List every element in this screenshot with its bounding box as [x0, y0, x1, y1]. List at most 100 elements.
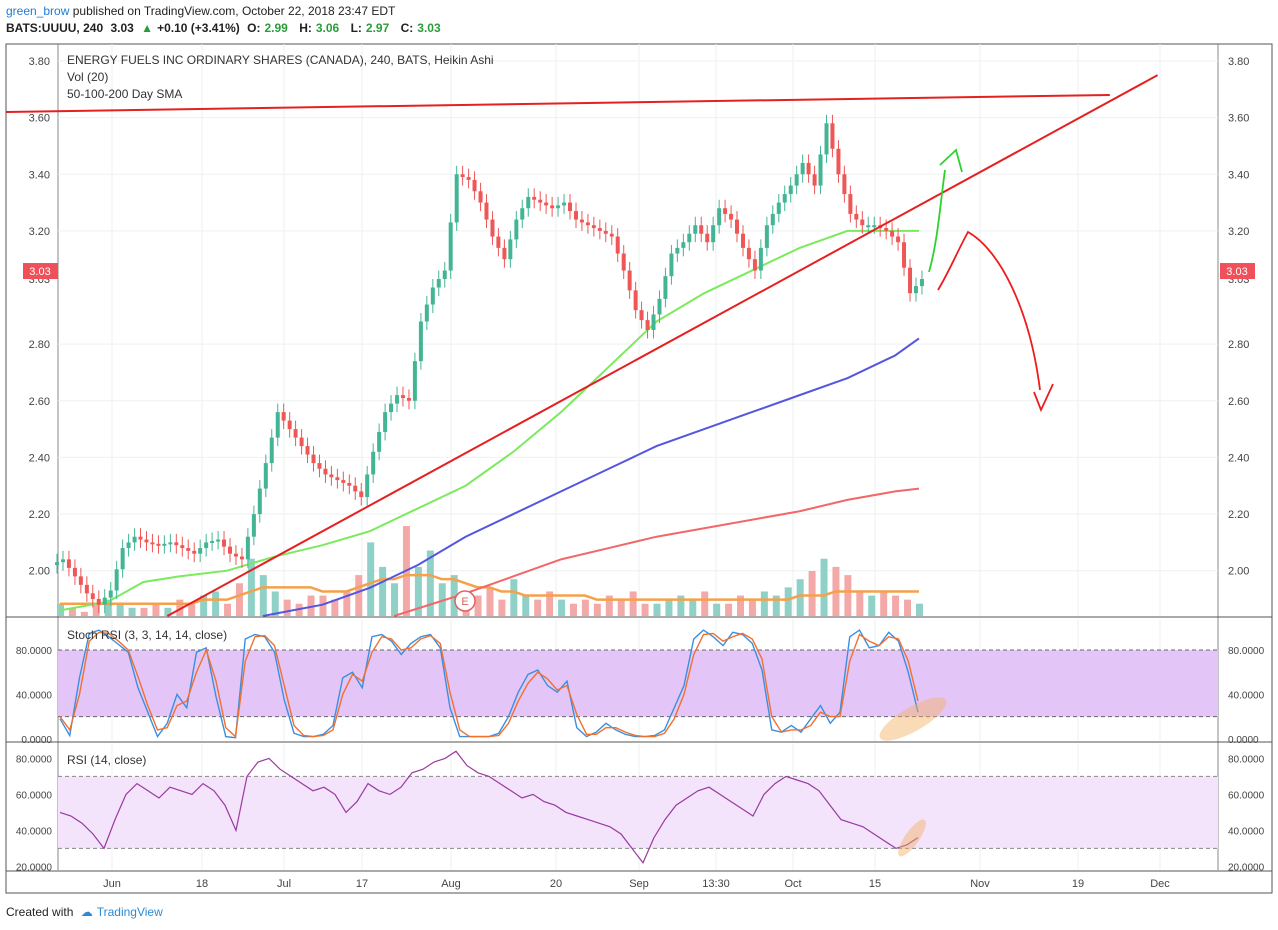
volume-bar — [546, 591, 554, 616]
volume-bar — [331, 599, 339, 616]
chart-title: ENERGY FUELS INC ORDINARY SHARES (CANADA… — [67, 53, 494, 67]
volume-bar — [605, 595, 613, 616]
candle-body — [126, 542, 131, 549]
candle-body — [866, 225, 871, 228]
candle-body — [269, 437, 274, 464]
candle-body — [752, 259, 757, 271]
candle-body — [287, 420, 292, 430]
volume-bar — [880, 591, 888, 616]
candle-body — [812, 174, 817, 186]
volume-bar — [689, 599, 697, 616]
price-tag-left-text: 3.03 — [29, 266, 50, 278]
candle-body — [222, 539, 227, 547]
candle-body — [824, 123, 829, 155]
tradingview-logo-icon[interactable]: ☁ — [80, 905, 93, 919]
volume-bar — [271, 591, 279, 616]
volume-bar — [593, 603, 601, 616]
y-tick-label-right: 3.40 — [1228, 169, 1249, 181]
candle-body — [132, 536, 137, 543]
candle-body — [842, 174, 847, 195]
candle-body — [150, 542, 155, 545]
x-tick-label: 15 — [869, 878, 881, 890]
candle-body — [806, 162, 811, 175]
candle-body — [585, 222, 590, 226]
stoch-y-tick: 80.0000 — [16, 646, 53, 657]
hand-drawn-up-arrow — [928, 148, 963, 273]
volume-bar — [856, 591, 864, 616]
x-tick-label: Jul — [277, 878, 291, 890]
candle-body — [746, 247, 751, 260]
volume-bar — [307, 595, 315, 616]
candle-body — [902, 242, 907, 268]
candle-body — [168, 542, 173, 545]
author-name[interactable]: green_brow — [6, 4, 70, 18]
volume-bar — [498, 599, 506, 616]
y-tick-label: 2.60 — [29, 396, 50, 408]
candle-body — [603, 230, 608, 234]
candle-body — [395, 395, 400, 404]
candle-body — [389, 403, 394, 413]
candle-body — [371, 451, 376, 475]
open-value: 2.99 — [264, 21, 288, 35]
candle-body — [681, 242, 686, 248]
candle-body — [472, 179, 477, 192]
candle-body — [818, 154, 823, 186]
candle-body — [567, 202, 572, 212]
hand-drawn-down-arrow — [937, 230, 1054, 413]
volume-bar — [128, 607, 136, 616]
volume-bar — [152, 603, 160, 616]
volume-bar — [176, 599, 184, 616]
candle-body — [490, 219, 495, 237]
volume-bar — [319, 595, 327, 616]
y-tick-label-right: 2.60 — [1228, 396, 1249, 408]
volume-bar — [581, 599, 589, 616]
volume-bar — [808, 571, 816, 616]
volume-bar — [534, 599, 542, 616]
candle-body — [729, 213, 734, 220]
candle-body — [263, 463, 268, 489]
candle-body — [913, 286, 918, 294]
tradingview-link[interactable]: TradingView — [96, 905, 163, 919]
candle-body — [436, 279, 441, 288]
legend-sma: 50-100-200 Day SMA — [67, 87, 182, 101]
volume-bar — [725, 603, 733, 616]
candle-body — [579, 219, 584, 223]
candle-body — [162, 543, 167, 546]
volume-bar — [713, 603, 721, 616]
volume-bar — [569, 603, 577, 616]
candle-body — [675, 247, 680, 254]
candle-body — [633, 290, 638, 311]
volume-bar — [522, 595, 530, 616]
volume-bar — [677, 595, 685, 616]
y-tick-label-right: 3.80 — [1228, 56, 1249, 68]
candle-body — [454, 174, 459, 223]
y-tick-label: 3.40 — [29, 169, 50, 181]
close-value: 3.03 — [417, 21, 441, 35]
candle-body — [860, 219, 865, 226]
volume-bar — [784, 587, 792, 616]
rsi-y-tick: 40.0000 — [16, 826, 53, 837]
candle-body — [144, 539, 149, 543]
volume-bar — [379, 566, 387, 616]
candle-body — [281, 412, 286, 421]
candle-body — [723, 208, 728, 214]
y-tick-label: 2.40 — [29, 452, 50, 464]
candle-body — [621, 253, 626, 271]
y-tick-label: 2.00 — [29, 566, 50, 578]
candle-body — [782, 194, 787, 203]
rsi-y-tick: 60.0000 — [16, 790, 53, 801]
candle-body — [311, 454, 316, 464]
candle-body — [693, 225, 698, 234]
x-tick-label: Nov — [970, 878, 990, 890]
candle-body — [424, 304, 429, 322]
candle-body — [609, 233, 614, 237]
candle-body — [890, 230, 895, 237]
y-tick-label: 3.80 — [29, 56, 50, 68]
candle-body — [233, 553, 238, 557]
candle-body — [645, 320, 650, 330]
candle-body — [365, 474, 370, 498]
low-label: L: — [350, 21, 362, 35]
volume-bar — [892, 595, 900, 616]
x-tick-label: 20 — [550, 878, 562, 890]
